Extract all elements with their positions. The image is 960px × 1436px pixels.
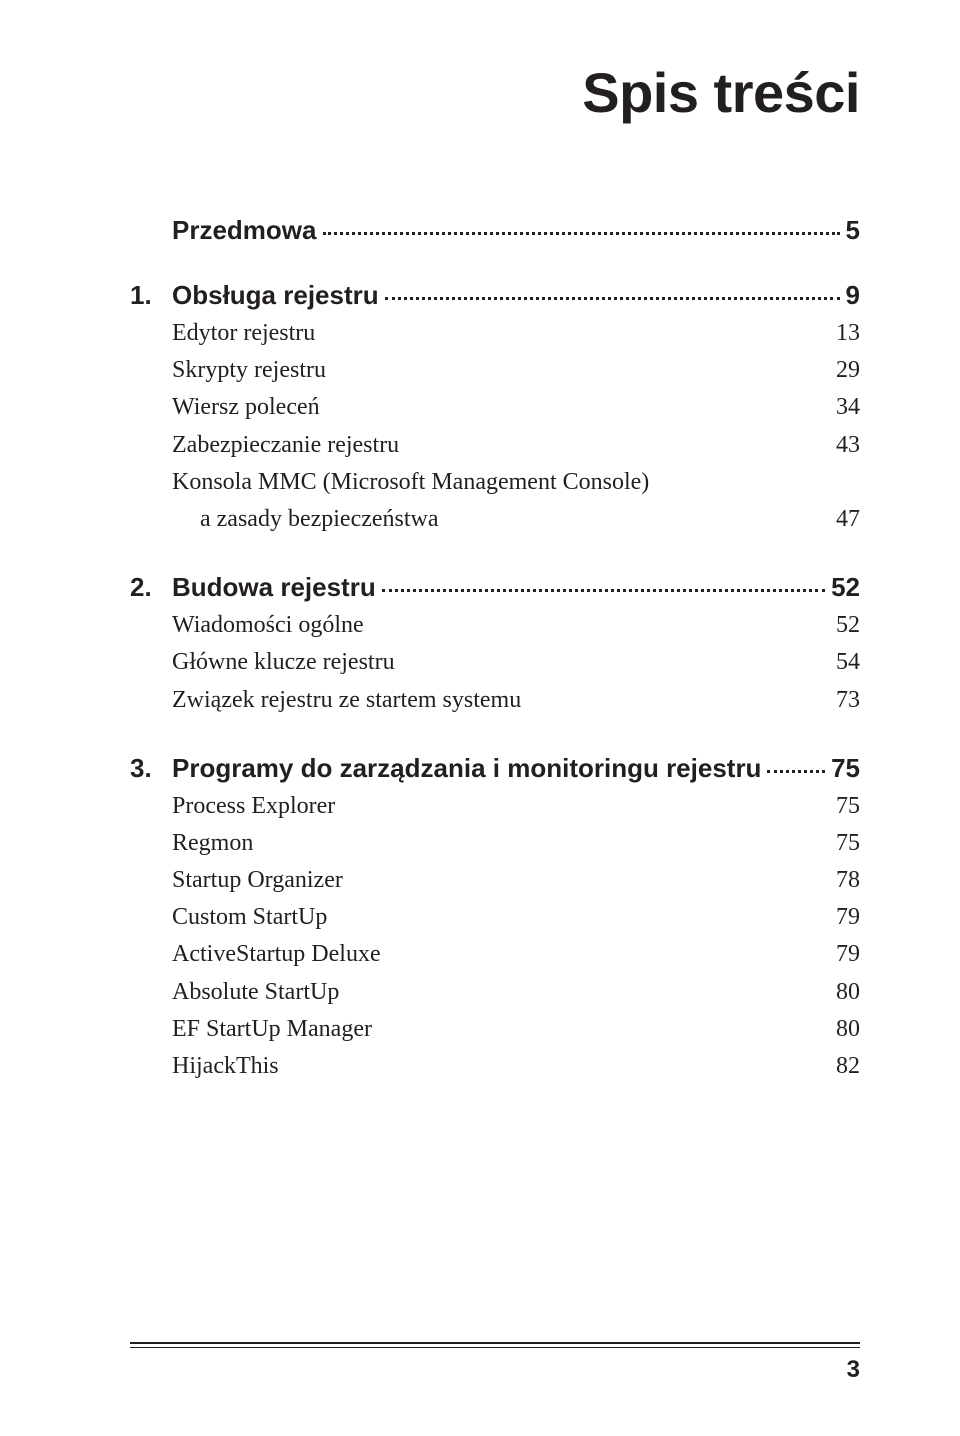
toc-chapter-page: 52 — [831, 572, 860, 603]
toc-entry-row: EF StartUp Manager 80 — [172, 1011, 860, 1048]
toc-chapter-page: 5 — [846, 215, 860, 246]
toc-chapter-row: Przedmowa 5 — [130, 215, 860, 246]
toc-entry-row: Konsola MMC (Microsoft Management Consol… — [172, 464, 860, 501]
toc-entry-label: Wiersz poleceń — [172, 389, 320, 426]
toc-entry-row: Zabezpieczanie rejestru 43 — [172, 427, 860, 464]
toc-entry-page: 78 — [836, 862, 860, 899]
toc-chapter-row: 3.Programy do zarządzania i monitoringu … — [130, 753, 860, 784]
toc-entry-label: Główne klucze rejestru — [172, 644, 395, 681]
toc-chapter-label: Programy do zarządzania i monitoringu re… — [172, 753, 761, 784]
toc-entry-page: 47 — [836, 501, 860, 538]
toc-entry-page: 79 — [836, 936, 860, 973]
toc-entry-page: 54 — [836, 644, 860, 681]
toc-entry-label: Wiadomości ogólne — [172, 607, 364, 644]
toc-leader-dots — [323, 232, 840, 235]
toc-leader-dots — [767, 770, 825, 773]
toc-entry-label: ActiveStartup Deluxe — [172, 936, 381, 973]
toc-entry-row: Edytor rejestru 13 — [172, 315, 860, 352]
toc-entry-page: 82 — [836, 1048, 860, 1085]
toc-entry-page: 75 — [836, 825, 860, 862]
toc-entry-page: 79 — [836, 899, 860, 936]
toc-entry-label: EF StartUp Manager — [172, 1011, 372, 1048]
toc-chapter-number: 1. — [130, 280, 172, 311]
toc-entry-label: Związek rejestru ze startem systemu — [172, 682, 521, 719]
toc-chapter-page: 9 — [846, 280, 860, 311]
toc-entry-label: a zasady bezpieczeństwa — [172, 501, 439, 538]
toc-leader-dots — [382, 589, 825, 592]
toc-chapter-label: Budowa rejestru — [172, 572, 376, 603]
footer-rule-thick — [130, 1342, 860, 1344]
toc-entry-page: 52 — [836, 607, 860, 644]
toc-entry-page: 73 — [836, 682, 860, 719]
toc-chapter-number: 2. — [130, 572, 172, 603]
toc-entry-label: Absolute StartUp — [172, 974, 339, 1011]
toc-entry-label: Zabezpieczanie rejestru — [172, 427, 399, 464]
toc-chapter-label: Obsługa rejestru — [172, 280, 379, 311]
toc-entry-row: Związek rejestru ze startem systemu 73 — [172, 682, 860, 719]
toc-chapter-number: 3. — [130, 753, 172, 784]
toc-entry-row: Wiersz poleceń 34 — [172, 389, 860, 426]
toc-entry-label: Skrypty rejestru — [172, 352, 326, 389]
toc-entry-label: HijackThis — [172, 1048, 279, 1085]
table-of-contents: Przedmowa 5 1.Obsługa rejestru 9 Edytor reje… — [130, 215, 860, 1085]
toc-entry-page: 75 — [836, 788, 860, 825]
toc-entry-label: Regmon — [172, 825, 253, 862]
toc-entry-row: Wiadomości ogólne 52 — [172, 607, 860, 644]
toc-entry-label: Startup Organizer — [172, 862, 343, 899]
footer-rule-thin — [130, 1347, 860, 1348]
toc-chapter-row: 1.Obsługa rejestru 9 — [130, 280, 860, 311]
toc-chapter-label: Przedmowa — [172, 215, 317, 246]
toc-entry-page: 34 — [836, 389, 860, 426]
toc-chapter-page: 75 — [831, 753, 860, 784]
toc-entry-label: Edytor rejestru — [172, 315, 315, 352]
document-page: Spis treści Przedmowa 5 1.Obsługa rejestru… — [0, 0, 960, 1436]
toc-entry-page: 43 — [836, 427, 860, 464]
page-title: Spis treści — [130, 60, 860, 125]
toc-entry-row: ActiveStartup Deluxe 79 — [172, 936, 860, 973]
toc-entry-page: 29 — [836, 352, 860, 389]
toc-entry-page: 13 — [836, 315, 860, 352]
toc-entry-row: Process Explorer 75 — [172, 788, 860, 825]
toc-entry-row: HijackThis 82 — [172, 1048, 860, 1085]
toc-leader-dots — [385, 297, 840, 300]
toc-entry-page: 80 — [836, 1011, 860, 1048]
toc-entry-row: Skrypty rejestru 29 — [172, 352, 860, 389]
toc-entry-label: Konsola MMC (Microsoft Management Consol… — [172, 464, 649, 501]
toc-entry-label: Custom StartUp — [172, 899, 327, 936]
toc-entry-row: Regmon 75 — [172, 825, 860, 862]
page-footer: 3 — [130, 1342, 860, 1384]
toc-entry-row: Główne klucze rejestru 54 — [172, 644, 860, 681]
toc-entry-row: Startup Organizer 78 — [172, 862, 860, 899]
toc-entry-row: Absolute StartUp 80 — [172, 974, 860, 1011]
toc-entry-page: 80 — [836, 974, 860, 1011]
page-number: 3 — [130, 1356, 860, 1384]
toc-chapter-row: 2.Budowa rejestru 52 — [130, 572, 860, 603]
toc-entry-label: Process Explorer — [172, 788, 335, 825]
toc-entry-row: Custom StartUp 79 — [172, 899, 860, 936]
toc-entry-row: a zasady bezpieczeństwa 47 — [172, 501, 860, 538]
